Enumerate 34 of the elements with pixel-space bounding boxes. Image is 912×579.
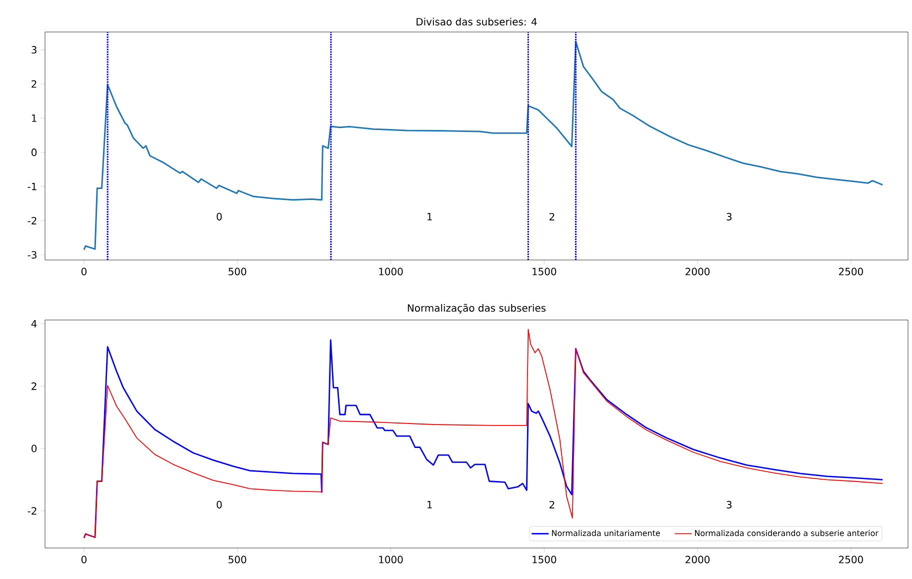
x-tick-label: 2500 — [839, 268, 863, 276]
y-tick-label: 0 — [32, 444, 37, 452]
annotation: 2 — [550, 500, 554, 508]
y-tick-label: -2 — [28, 216, 36, 224]
x-tick-label: 2500 — [839, 556, 863, 564]
x-tick-label: 1500 — [532, 268, 556, 276]
x-tick-label: 500 — [228, 556, 246, 564]
annotation: 0 — [216, 212, 222, 220]
y-tick-label: 1 — [32, 114, 36, 122]
annotation: 3 — [726, 500, 732, 508]
y-tick-label: 2 — [32, 382, 36, 390]
annotation: 2 — [550, 212, 554, 220]
chart-title: Normalização das subseries — [408, 304, 546, 314]
x-tick-label: 0 — [81, 268, 86, 276]
y-tick-label: 4 — [31, 320, 37, 328]
y-tick-label: 3 — [32, 46, 36, 54]
annotation: 1 — [427, 213, 432, 220]
chart-title: Divisao das subseries: 4 — [416, 18, 537, 26]
annotation: 3 — [726, 212, 732, 220]
y-tick-label: -2 — [28, 507, 36, 515]
y-tick-label: -3 — [28, 251, 36, 259]
x-tick-label: 2000 — [686, 556, 710, 564]
y-tick-label: -1 — [28, 182, 36, 190]
x-tick-label: 500 — [228, 268, 246, 276]
annotation: 0 — [216, 500, 222, 508]
x-tick-label: 1000 — [379, 556, 403, 564]
y-tick-label: 2 — [32, 80, 36, 88]
x-tick-label: 1500 — [532, 556, 556, 564]
x-tick-label: 1000 — [379, 268, 403, 276]
x-tick-label: 0 — [81, 556, 86, 564]
y-tick-label: 0 — [32, 148, 37, 156]
line-series — [83, 40, 884, 250]
x-tick-label: 2000 — [686, 268, 710, 276]
annotation: 1 — [427, 501, 432, 508]
